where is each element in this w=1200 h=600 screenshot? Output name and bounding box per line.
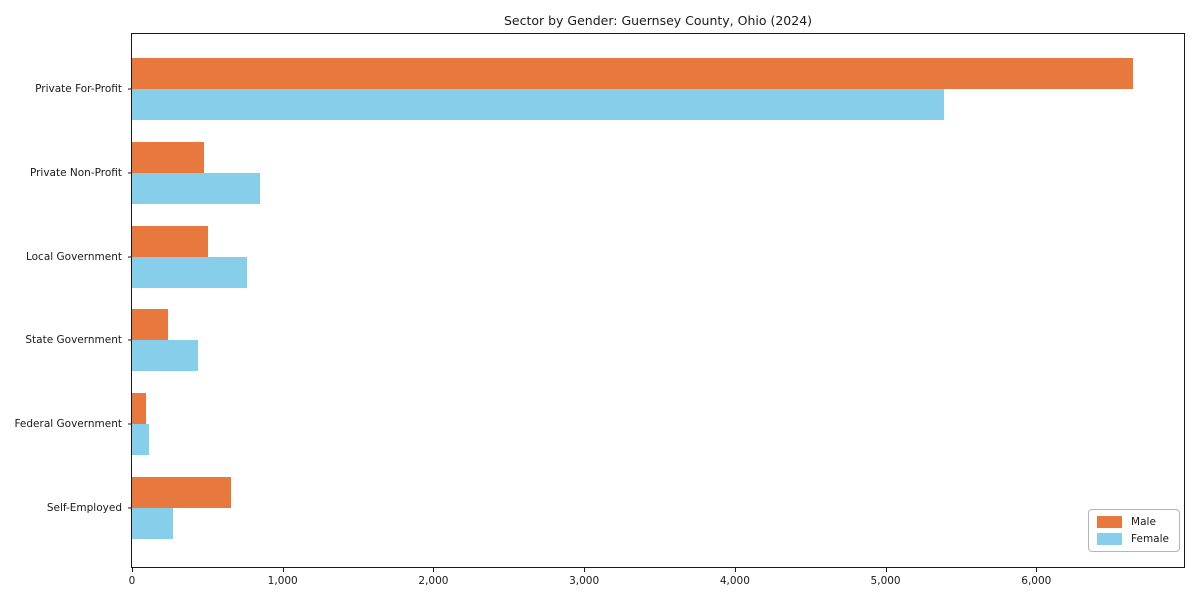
- x-tick-mark: [282, 568, 284, 572]
- female-bar: [132, 424, 150, 456]
- x-tick-mark: [433, 568, 435, 572]
- y-tick: [128, 423, 132, 425]
- y-axis-label: Self-Employed: [46, 502, 122, 515]
- female-swatch: [1097, 533, 1123, 545]
- x-tick-label: 0: [128, 575, 136, 587]
- y-tick: [128, 88, 132, 90]
- x-tick-label: 5,000: [870, 575, 901, 587]
- bar-rows: Private For-Profit Private Non-Profit Loca…: [14, 34, 1184, 567]
- x-tick-label: 6,000: [1021, 575, 1052, 587]
- x-tick-mark: [584, 568, 586, 572]
- legend: Male Female: [1088, 509, 1180, 552]
- y-tick: [128, 256, 132, 258]
- x-tick-label: 2,000: [418, 575, 449, 587]
- x-axis: 0 1,000 2,000 3,000 4,000 5,000 6,000: [128, 567, 1184, 597]
- y-axis-label: Federal Government: [14, 418, 122, 431]
- male-swatch: [1097, 516, 1123, 528]
- male-bar: [132, 141, 205, 173]
- category-row: Federal Government: [14, 382, 1184, 466]
- x-tick-mark: [1036, 568, 1038, 572]
- legend-female-label: Female: [1131, 533, 1169, 545]
- plot-area: Private For-Profit Private Non-Profit Loca…: [14, 33, 1185, 587]
- y-axis-label: State Government: [25, 334, 122, 347]
- y-axis-label: Private For-Profit: [35, 82, 122, 95]
- female-bar: [132, 256, 248, 288]
- male-bar: [132, 57, 1133, 89]
- legend-item-male: Male: [1097, 516, 1169, 528]
- male-bar: [132, 393, 146, 425]
- male-bar: [132, 225, 209, 257]
- y-tick: [128, 172, 132, 174]
- x-tick-mark: [734, 568, 736, 572]
- y-tick: [128, 507, 132, 509]
- x-tick-label: 4,000: [719, 575, 750, 587]
- x-tick-mark: [132, 568, 133, 572]
- y-axis-label: Private Non-Profit: [29, 166, 122, 179]
- legend-item-female: Female: [1097, 533, 1169, 545]
- category-row: State Government: [25, 298, 1184, 382]
- female-bar: [132, 340, 199, 372]
- female-bar: [132, 172, 261, 204]
- category-row: Private Non-Profit: [30, 131, 1184, 215]
- legend-male-label: Male: [1131, 516, 1156, 528]
- x-tick-label: 1,000: [267, 575, 298, 587]
- y-tick: [128, 339, 132, 341]
- male-bar: [132, 477, 232, 509]
- category-row: Private For-Profit: [35, 47, 1184, 131]
- category-row: Self-Employed: [47, 466, 1184, 550]
- y-axis-label: Local Government: [25, 250, 122, 263]
- male-bar: [132, 309, 169, 341]
- chart-title: Sector by Gender: Guernsey County, Ohio …: [503, 13, 813, 28]
- female-bar: [132, 508, 174, 540]
- x-tick-label: 3,000: [569, 575, 600, 587]
- female-bar: [132, 88, 945, 120]
- category-row: Local Government: [26, 215, 1184, 299]
- x-tick-mark: [885, 568, 887, 572]
